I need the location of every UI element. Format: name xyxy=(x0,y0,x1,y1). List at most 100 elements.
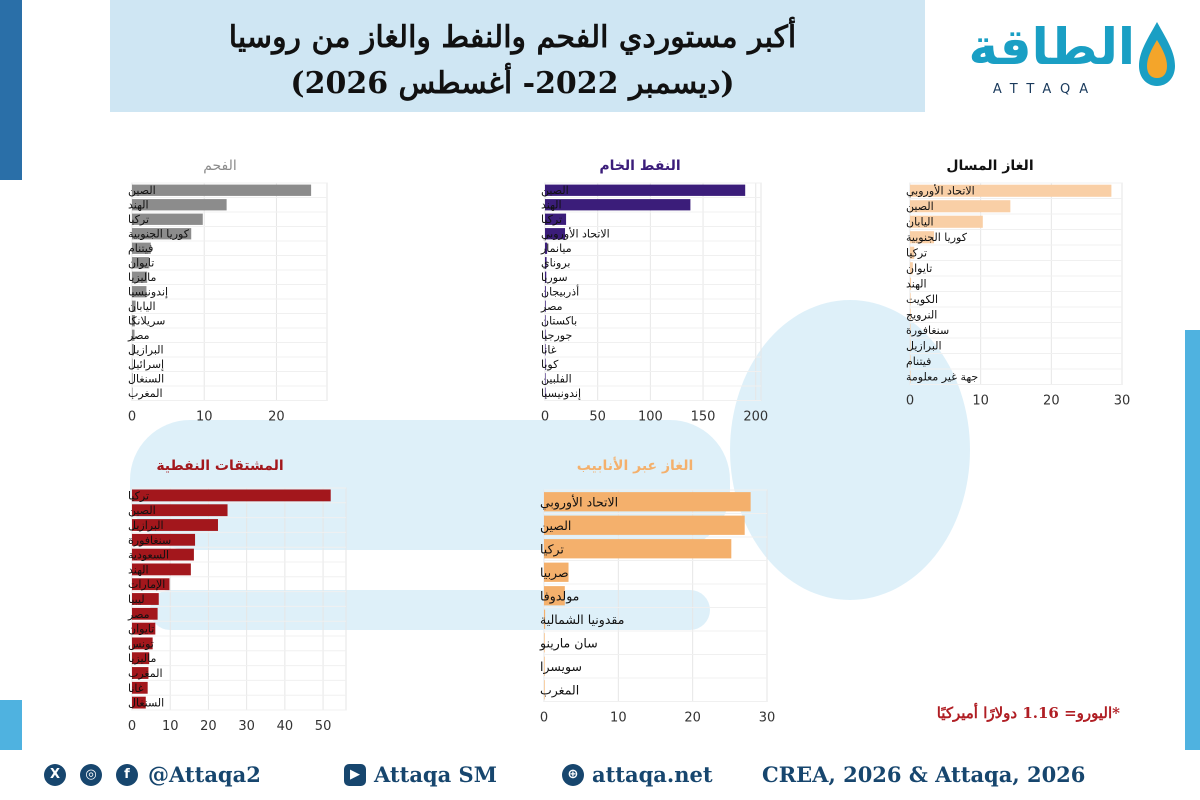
products-bar xyxy=(132,533,196,546)
pipeline-category-label: سان مارينو xyxy=(539,635,598,651)
coal-chart-title: الفحم xyxy=(203,158,237,174)
products-category-label: تركيا xyxy=(128,489,149,502)
flame-drop-icon xyxy=(1139,22,1175,86)
crude-category-label: أذربيجان xyxy=(541,285,579,299)
coal-category-label: اليابان xyxy=(128,300,156,313)
crude-bar xyxy=(545,344,546,356)
coal-category-label: كوريا الجنوبية xyxy=(128,228,190,241)
lng-category-label: البرازيل xyxy=(906,340,942,353)
crude-category-label: ميانمار xyxy=(540,242,572,255)
logo-latin-text: ATTAQA xyxy=(992,82,1098,97)
crude-category-label: بروناي xyxy=(541,257,570,270)
coal-category-label: البرازيل xyxy=(128,344,164,357)
coal-bar xyxy=(132,329,135,341)
coal-bar xyxy=(132,213,203,225)
source-credit: CREA, 2026 & Attaqa, 2026 xyxy=(762,762,1086,787)
products-tick-label: 0 xyxy=(128,719,136,734)
lng-tick-label: 30 xyxy=(1114,394,1131,409)
crude-bar xyxy=(545,300,546,312)
crude-bar xyxy=(545,184,746,196)
instagram-icon[interactable]: ◎ xyxy=(80,764,102,786)
chart-lng: الغاز المسال 0 10 20 30 الاتحاد الأوروبي الصين… xyxy=(780,148,1150,427)
products-category-label: ماليزيا xyxy=(128,652,157,665)
products-category-label: تايوان xyxy=(128,623,154,636)
crude-bar xyxy=(545,213,567,225)
x-icon[interactable]: X xyxy=(44,764,66,786)
products-bar xyxy=(132,504,228,517)
lng-tick-label: 10 xyxy=(972,394,989,409)
products-bar xyxy=(132,548,194,561)
products-bar xyxy=(132,637,153,650)
globe-icon[interactable]: ⊕ xyxy=(562,764,584,786)
coal-bar xyxy=(132,300,136,312)
lng-category-label: فيتنام xyxy=(906,355,931,368)
youtube-channel[interactable]: Attaqa SM xyxy=(374,762,497,787)
currency-note: *اليورو= 1.16 دولارًا أميركيًا xyxy=(936,704,1120,722)
lng-chart-svg: الغاز المسال 0 10 20 30 الاتحاد الأوروبي الصين… xyxy=(906,158,1131,409)
lng-bar xyxy=(910,200,1011,213)
crude-bar xyxy=(545,358,546,370)
youtube-icon[interactable]: ▶ xyxy=(344,764,366,786)
products-category-label: ليبيا xyxy=(128,593,145,606)
lng-category-label: الاتحاد الأوروبي xyxy=(906,184,975,198)
products-category-label: السنغال xyxy=(128,697,164,710)
crude-category-label: مصر xyxy=(540,300,563,313)
facebook-icon[interactable]: f xyxy=(116,764,138,786)
lng-plot-frame xyxy=(909,182,1123,385)
products-category-label: السعودية xyxy=(128,549,169,562)
coal-bar xyxy=(132,199,227,211)
pipeline-chart-svg: الغاز عبر الأنابيب 0 10 20 30 الاتحاد الأوروب… xyxy=(539,457,775,726)
coal-bar xyxy=(132,315,135,327)
crude-category-label: سوريا xyxy=(541,271,568,284)
website-link[interactable]: attaqa.net xyxy=(592,762,713,787)
products-bar xyxy=(132,667,149,679)
pipeline-category-label: الصين xyxy=(540,518,571,534)
chart-coal: الفحم 0 10 20 الصين الهند تركيا كوريا الجنوبية ف… xyxy=(20,148,335,427)
crude-category-label: إندونيسيا xyxy=(541,387,581,400)
lng-category-label: سنغافورة xyxy=(906,324,949,337)
crude-category-label: جورجيا xyxy=(541,329,572,342)
coal-bar xyxy=(132,228,192,240)
products-tick-label: 30 xyxy=(238,719,255,734)
coal-bar xyxy=(132,344,134,356)
products-tick-label: 20 xyxy=(200,719,217,734)
products-category-label: الهند xyxy=(128,563,149,576)
products-category-label: غانا xyxy=(128,682,144,695)
crude-bar xyxy=(545,242,548,254)
products-category-label: الصين xyxy=(128,504,156,517)
pipeline-tick-label: 0 xyxy=(540,711,548,726)
lng-category-label: الهند xyxy=(906,278,927,291)
lng-tick-label: 0 xyxy=(906,394,914,409)
products-tick-label: 50 xyxy=(315,719,332,734)
bottom-left-blue-corner xyxy=(0,700,22,750)
lng-tick-label: 20 xyxy=(1043,394,1060,409)
pipeline-category-label: الاتحاد الأوروبي xyxy=(540,494,618,510)
lng-bar xyxy=(910,308,911,321)
crude-bar xyxy=(545,228,566,240)
coal-bar xyxy=(132,387,133,399)
pipeline-bar xyxy=(544,586,565,606)
coal-category-label: فيتنام xyxy=(128,242,153,255)
crude-bar xyxy=(545,286,546,298)
lng-bar xyxy=(910,215,983,228)
lng-bar xyxy=(910,339,911,352)
coal-category-label: إندونيسيا xyxy=(128,286,168,299)
pipeline-category-label: مقدونيا الشمالية xyxy=(540,612,624,628)
products-bar xyxy=(132,593,159,605)
pipeline-bar xyxy=(544,515,745,535)
lng-bar xyxy=(910,231,935,244)
products-chart-title: المشتقات النفطية xyxy=(156,458,283,474)
pipeline-tick-label: 20 xyxy=(684,711,701,726)
lng-category-label: تركيا xyxy=(906,247,927,260)
products-bar xyxy=(132,696,146,709)
crude-category-label: الاتحاد الأوروبي xyxy=(541,227,610,241)
crude-tick-label: 100 xyxy=(638,410,663,425)
pipeline-tick-label: 10 xyxy=(610,711,627,726)
social-handle[interactable]: @Attaqa2 xyxy=(148,762,261,787)
coal-category-label: إسرائيل xyxy=(128,358,164,371)
lng-category-label: تايوان xyxy=(906,262,932,275)
products-category-label: الإمارات xyxy=(128,578,165,591)
crude-category-label: الهند xyxy=(541,199,562,212)
